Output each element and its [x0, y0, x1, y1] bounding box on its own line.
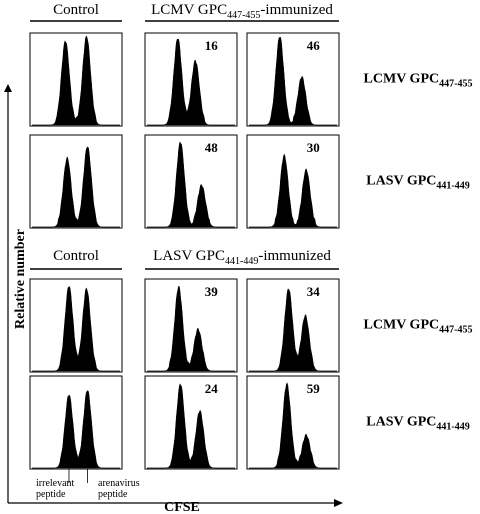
- histogram-frame: [246, 375, 340, 470]
- histogram-frame: [29, 32, 123, 127]
- row-label: LCMV GPC447-455: [364, 318, 473, 336]
- percent-label: 30: [307, 140, 320, 155]
- group-label-control: Control: [53, 2, 99, 18]
- histogram-area: [32, 390, 120, 469]
- histogram-area: [147, 383, 235, 469]
- percent-label: 46: [307, 38, 321, 53]
- y-axis-label: Relative number: [13, 229, 28, 329]
- percent-label: 24: [205, 381, 219, 396]
- percent-label: 48: [205, 140, 219, 155]
- histogram-frame: [246, 32, 340, 127]
- x-axis-arrowhead: [334, 499, 343, 507]
- histogram-frame: [29, 134, 123, 229]
- histogram-frame: [144, 375, 238, 470]
- histogram-frame: [144, 32, 238, 127]
- percent-label: 39: [205, 284, 219, 299]
- histogram-area: [249, 153, 337, 228]
- histogram-frame: [144, 134, 238, 229]
- peak-annotation: irrelevant peptide: [36, 478, 75, 500]
- histogram-frame: [144, 278, 238, 373]
- histogram-area: [32, 35, 120, 126]
- histogram-frame: [29, 375, 123, 470]
- percent-label: 16: [205, 38, 219, 53]
- peak-annotation: arenavirus peptide: [98, 478, 140, 500]
- histogram-area: [249, 36, 337, 126]
- histogram-area: [147, 141, 235, 228]
- group-label-control: Control: [53, 248, 99, 264]
- histogram-frame: [29, 278, 123, 373]
- row-label: LCMV GPC447-455: [364, 72, 473, 90]
- histogram-frame: [246, 278, 340, 373]
- histogram-area: [147, 286, 235, 372]
- row-label: LASV GPC441-449: [366, 174, 470, 192]
- histogram-area: [249, 382, 337, 469]
- group-label-immunized: LASV GPC441-449-immunized: [153, 248, 331, 267]
- percent-label: 59: [307, 381, 321, 396]
- row-label: LASV GPC441-449: [366, 415, 470, 433]
- y-axis-arrowhead: [4, 84, 12, 92]
- histogram-area: [32, 146, 120, 228]
- group-label-immunized: LCMV GPC447-455-immunized: [151, 2, 333, 21]
- histogram-area: [32, 285, 120, 372]
- histogram-area: [147, 38, 235, 126]
- x-axis-label: CFSE: [164, 500, 200, 514]
- histogram-area: [249, 288, 337, 372]
- histogram-frame: [246, 134, 340, 229]
- percent-label: 34: [307, 284, 321, 299]
